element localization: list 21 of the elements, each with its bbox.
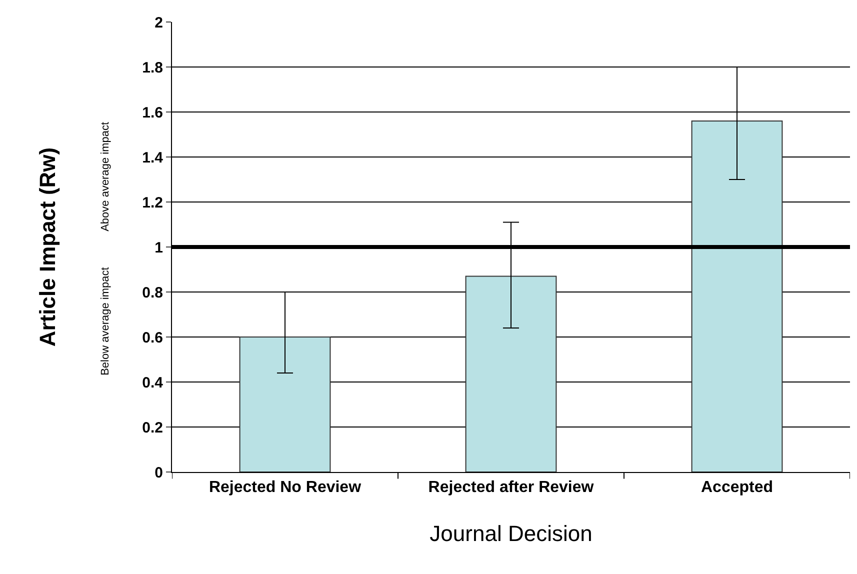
y-tick-label: 1.4 [142,149,164,166]
text: Below average impact [99,267,112,376]
y-tick-label: 0 [154,464,163,482]
bar [239,336,331,472]
y-tick-label: 1.2 [142,194,163,212]
x-tick-label: Rejected after Review [428,479,594,496]
y-tick-label: 1 [154,239,163,256]
bar [465,276,557,472]
y-tick-label: 0.8 [142,284,163,302]
x-tick-label: Rejected No Review [208,479,362,496]
bar [691,120,783,472]
x-tick-label: Accepted [700,479,774,496]
y-tick-label: 0.6 [142,329,163,346]
x-axis-title: Journal Decision [430,521,592,546]
text: Above average impact [99,122,112,232]
y-axis-title: Article Impact (Rw) [34,147,60,347]
y-tick-label: 1.6 [142,104,163,122]
y-tick-label: 2 [154,14,163,32]
y-tick-label: 0.2 [142,419,163,436]
y-tick-label: 1.8 [142,59,163,76]
y-tick-label: 0.4 [142,374,164,392]
